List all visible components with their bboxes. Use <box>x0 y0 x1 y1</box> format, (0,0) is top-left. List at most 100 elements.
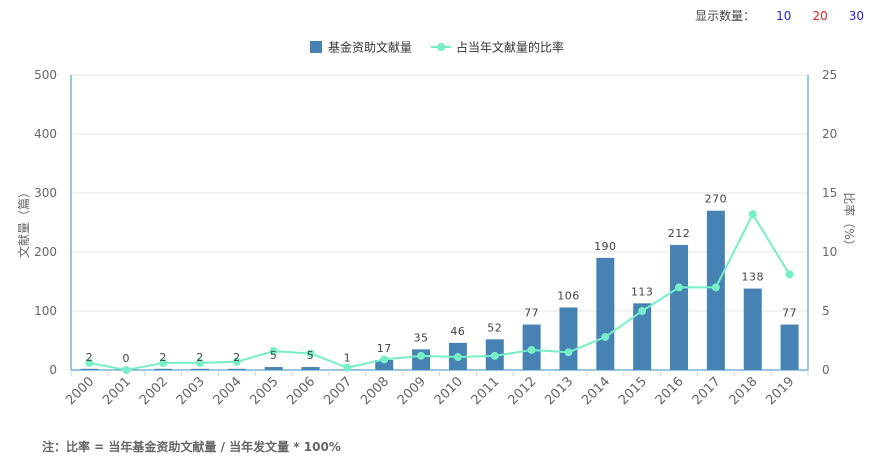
ratio-point-2013[interactable] <box>564 348 573 357</box>
bar-value-label-2014: 190 <box>594 240 617 253</box>
y-tick-label-right-25: 25 <box>822 68 837 82</box>
bar-value-label-2009: 35 <box>414 331 429 344</box>
axes <box>70 75 809 376</box>
x-tick-label-2005: 2005 <box>247 374 281 408</box>
ratio-point-2012[interactable] <box>527 345 536 354</box>
x-tick-label-2015: 2015 <box>616 374 650 408</box>
ratio-point-2006[interactable] <box>306 349 315 358</box>
bar-value-label-2010: 46 <box>450 325 465 338</box>
bar-value-labels: 2 0 2 2 2 5 5 1 17 35 46 52 77 106 190 113 212 270 138 77 <box>86 193 797 365</box>
ratio-point-2009[interactable] <box>417 351 426 360</box>
bar-value-label-2019: 77 <box>782 307 797 320</box>
ratio-point-2002[interactable] <box>159 358 168 367</box>
y-tick-label-right-15: 15 <box>822 186 837 200</box>
bar-value-label-2002: 2 <box>159 351 167 364</box>
ratio-point-2010[interactable] <box>453 353 462 362</box>
bar-value-label-2008: 17 <box>377 342 392 355</box>
x-tick-label-2017: 2017 <box>690 374 724 408</box>
ratio-point-2007[interactable] <box>343 363 352 372</box>
legend-label-funded-count: 基金资助文献量 <box>328 40 412 55</box>
y-axis-title-right: 比率（%） <box>842 192 857 251</box>
bar-2004[interactable] <box>227 368 246 370</box>
bar-2013[interactable] <box>559 307 578 370</box>
ratio-point-2019[interactable] <box>785 270 794 279</box>
x-tick-label-2010: 2010 <box>432 374 466 408</box>
legend-label-ratio: 占当年文献量的比率 <box>456 40 564 55</box>
y-tick-label-right-10: 10 <box>822 245 837 259</box>
x-tick-label-2009: 2009 <box>395 374 429 408</box>
display-count-control: 显示数量： 10 20 30 <box>695 7 864 24</box>
x-axis-labels: 2000 2001 2002 2003 2004 2005 2006 2007 2008 2009… <box>63 374 797 408</box>
bar-value-label-2001: 0 <box>123 352 131 365</box>
legend-item-ratio[interactable]: 占当年文献量的比率 <box>431 40 564 55</box>
bar-2019[interactable] <box>780 324 799 370</box>
y-axis-labels-right: 0 5 10 15 20 25 <box>822 68 837 377</box>
bar-2018[interactable] <box>743 288 762 370</box>
display-count-option-30[interactable]: 30 <box>848 9 864 23</box>
y-tick-label-left-400: 400 <box>34 127 57 141</box>
ratio-point-2014[interactable] <box>601 332 610 341</box>
bar-value-label-2018: 138 <box>741 271 764 284</box>
y-axis-title-left: 文献量（篇） <box>16 186 31 258</box>
gridlines <box>71 74 808 312</box>
x-tick-label-2011: 2011 <box>469 374 503 408</box>
bar-value-label-2012: 77 <box>524 307 539 320</box>
ratio-point-2017[interactable] <box>711 283 720 292</box>
bar-2016[interactable] <box>670 244 689 370</box>
bar-value-label-2007: 1 <box>344 351 352 364</box>
bar-value-label-2006: 5 <box>307 349 315 362</box>
footnote: 注：比率 = 当年基金资助文献量 / 当年发文量 * 100% <box>42 440 341 454</box>
x-tick-label-2012: 2012 <box>505 374 539 408</box>
bar-value-label-2000: 2 <box>86 351 94 364</box>
bar-value-label-2015: 113 <box>631 285 654 298</box>
y-tick-label-left-100: 100 <box>34 304 57 318</box>
x-tick-label-2003: 2003 <box>174 374 208 408</box>
ratio-point-2015[interactable] <box>638 307 647 315</box>
ratio-point-2011[interactable] <box>490 351 499 360</box>
y-tick-label-left-300: 300 <box>34 186 57 200</box>
display-count-label: 显示数量： <box>695 9 756 23</box>
bar-series <box>80 210 799 370</box>
x-tick-label-2006: 2006 <box>284 374 318 408</box>
bar-2005[interactable] <box>264 367 283 370</box>
ratio-point-2005[interactable] <box>269 347 278 356</box>
x-tick-label-2004: 2004 <box>211 374 245 408</box>
ratio-point-2018[interactable] <box>748 210 757 219</box>
bar-2008[interactable] <box>375 359 394 370</box>
bar-value-label-2016: 212 <box>668 227 691 240</box>
ratio-point-2003[interactable] <box>195 358 204 367</box>
bar-value-label-2017: 270 <box>705 193 728 206</box>
x-tick-label-2013: 2013 <box>542 374 576 408</box>
bar-2003[interactable] <box>190 368 209 370</box>
display-count-option-10[interactable]: 10 <box>776 9 792 23</box>
ratio-point-2001[interactable] <box>122 366 131 374</box>
x-tick-label-2002: 2002 <box>137 374 171 408</box>
bar-2015[interactable] <box>633 303 652 370</box>
y-tick-label-right-20: 20 <box>822 127 837 141</box>
x-tick-label-2014: 2014 <box>579 374 613 408</box>
bar-2002[interactable] <box>154 368 173 370</box>
x-tick-label-2007: 2007 <box>321 374 355 408</box>
ratio-point-2016[interactable] <box>675 283 684 292</box>
legend-item-funded-count[interactable]: 基金资助文献量 <box>310 40 412 55</box>
bar-value-label-2011: 52 <box>487 321 502 334</box>
bar-2000[interactable] <box>80 368 99 370</box>
y-tick-label-left-500: 500 <box>34 68 57 82</box>
bar-value-label-2013: 106 <box>557 289 580 302</box>
bar-2014[interactable] <box>596 257 615 370</box>
x-tick-label-2018: 2018 <box>727 374 761 408</box>
ratio-line <box>89 213 791 371</box>
x-tick-label-2019: 2019 <box>763 374 797 408</box>
bar-2006[interactable] <box>301 367 320 370</box>
y-tick-label-right-0: 0 <box>822 363 830 377</box>
ratio-point-2008[interactable] <box>380 355 389 364</box>
y-axis-labels-left: 0 100 200 300 400 500 <box>34 68 57 377</box>
legend-bar-swatch <box>310 41 322 53</box>
ratio-point-2004[interactable] <box>232 357 241 366</box>
legend: 基金资助文献量 占当年文献量的比率 <box>310 40 564 55</box>
y-tick-label-left-0: 0 <box>49 363 57 377</box>
y-tick-label-left-200: 200 <box>34 245 57 259</box>
bar-value-label-2003: 2 <box>196 351 204 364</box>
display-count-option-20[interactable]: 20 <box>812 9 828 23</box>
ratio-point-2000[interactable] <box>85 358 94 367</box>
